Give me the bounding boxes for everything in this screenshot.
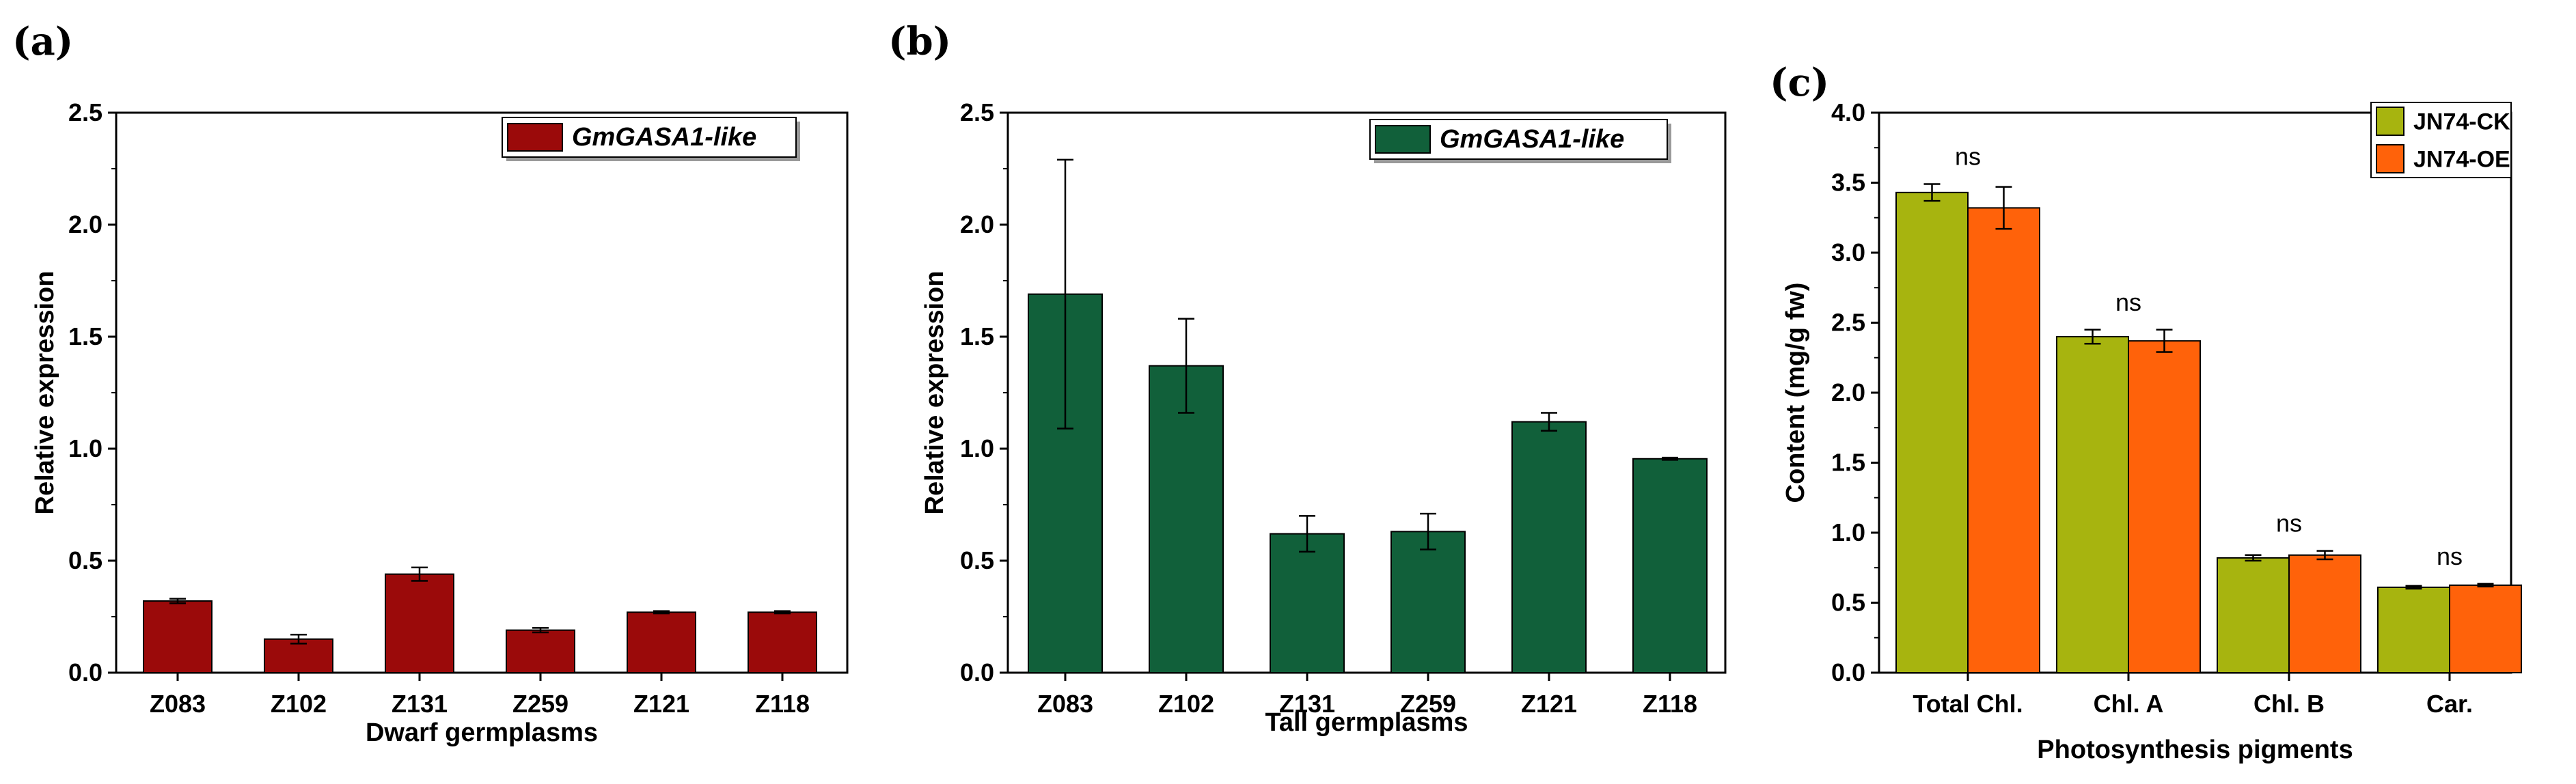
bar-chl-a	[2128, 340, 2201, 673]
y-tick-label: 2.5	[960, 98, 994, 126]
x-tick-label: Z131	[1279, 690, 1335, 718]
bar-z131	[385, 573, 454, 673]
legend-swatch	[507, 123, 563, 152]
bar-chl-b	[2288, 554, 2361, 673]
legend-swatch	[1375, 125, 1431, 154]
x-tick-label: Car.	[2426, 690, 2473, 718]
x-tick-label: Z259	[1400, 690, 1456, 718]
x-axis-title: Tall germplasms	[1265, 708, 1468, 737]
x-tick-label: Z131	[392, 690, 448, 718]
plot-frame	[115, 111, 849, 674]
x-tick-label: Z121	[633, 690, 689, 718]
y-tick-label: 1.0	[960, 434, 994, 462]
bar-total-chl-	[1967, 207, 2040, 673]
y-tick-label: 0.5	[1831, 589, 1865, 617]
bar-z121	[627, 611, 696, 673]
legend-swatch	[2376, 107, 2404, 136]
x-tick-label: Z083	[150, 690, 206, 718]
bar-car-	[2449, 584, 2522, 673]
y-tick-label: 1.5	[960, 322, 994, 350]
bar-car-	[2377, 586, 2450, 674]
y-tick-label: 3.0	[1831, 238, 1865, 266]
x-tick-label: Total Chl.	[1913, 690, 2023, 718]
y-tick-label: 0.5	[960, 546, 994, 574]
y-tick-label: 2.5	[1831, 309, 1865, 337]
chart-panel-a: (a) 0.0 0.5 1.0 1.5 2.0 2.5 Relative expression…	[12, 19, 849, 747]
x-tick-label: Z102	[1158, 690, 1214, 718]
y-tick-label: 1.5	[68, 322, 102, 350]
y-tick-label: 0.0	[960, 658, 994, 686]
y-tick-label: 4.0	[1831, 98, 1865, 126]
panel-label: (b)	[888, 19, 951, 64]
y-tick-label: 1.5	[1831, 449, 1865, 477]
significance-label: ns	[1955, 143, 1981, 171]
x-tick-label: Z259	[512, 690, 568, 718]
significance-label: ns	[2437, 542, 2463, 570]
x-tick-label: Z083	[1037, 690, 1093, 718]
bar-z118	[1632, 458, 1708, 673]
bar-z259	[1390, 531, 1466, 673]
bar-z118	[748, 611, 817, 673]
panel-label: (a)	[12, 19, 73, 64]
legend: GmGASA1-like	[1369, 119, 1671, 163]
x-axis-title: Photosynthesis pigments	[2037, 736, 2353, 764]
bar-z083	[143, 600, 213, 673]
y-tick-label: 3.5	[1831, 169, 1865, 197]
y-axis-title: Relative expression	[920, 271, 949, 515]
plot-frame	[1006, 111, 1727, 674]
x-tick-label: Z118	[755, 690, 810, 718]
y-tick-label: 0.5	[68, 546, 102, 574]
y-axis-title: Relative expression	[31, 271, 59, 515]
legend: GmGASA1-like	[502, 117, 800, 161]
x-tick-label: Chl. B	[2253, 690, 2325, 718]
panel-label: (c)	[1770, 60, 1829, 105]
x-tick-label: Z102	[271, 690, 327, 718]
legend-label: JN74-OE	[2413, 147, 2510, 173]
bar-chl-b	[2217, 557, 2290, 674]
bar-z121	[1511, 421, 1587, 673]
x-tick-label: Chl. A	[2094, 690, 2164, 718]
y-tick-label: 2.5	[68, 98, 102, 126]
bar-z102	[264, 638, 333, 673]
y-tick-label: 1.0	[68, 434, 102, 462]
legend-label: GmGASA1-like	[1440, 125, 1624, 154]
bar-z259	[506, 629, 575, 673]
bar-z131	[1270, 533, 1345, 674]
bar-total-chl-	[1895, 191, 1969, 674]
x-tick-label: Z118	[1643, 690, 1697, 718]
chart-panel-b: (b) 0.0 0.5 1.0 1.5 2.0 2.5 Relative expression…	[888, 19, 1727, 737]
significance-label: ns	[2276, 509, 2302, 537]
y-tick-label: 2.0	[960, 210, 994, 238]
bar-chl-a	[2056, 336, 2129, 673]
y-axis-title: Content (mg/g fw)	[1781, 283, 1810, 503]
significance-label: ns	[2115, 288, 2141, 316]
y-tick-label: 1.0	[1831, 518, 1865, 546]
legend-label: JN74-CK	[2413, 109, 2510, 135]
x-axis-title: Dwarf germplasms	[366, 718, 598, 747]
x-tick-label: Z121	[1521, 690, 1577, 718]
y-tick-label: 2.0	[1831, 378, 1865, 406]
legend: JN74-CK JN74-OE	[2370, 102, 2512, 178]
legend-swatch	[2376, 144, 2404, 173]
y-tick-label: 2.0	[68, 210, 102, 238]
bar-z102	[1149, 365, 1224, 673]
legend-label: GmGASA1-like	[572, 123, 756, 152]
y-tick-label: 0.0	[68, 658, 102, 686]
chart-panel-c: (c) 0.0 0.5 1.0 1.5 2.0 2.5 3.0 3.5 4.0 Content (m…	[1770, 60, 2522, 764]
y-tick-label: 0.0	[1831, 658, 1865, 686]
